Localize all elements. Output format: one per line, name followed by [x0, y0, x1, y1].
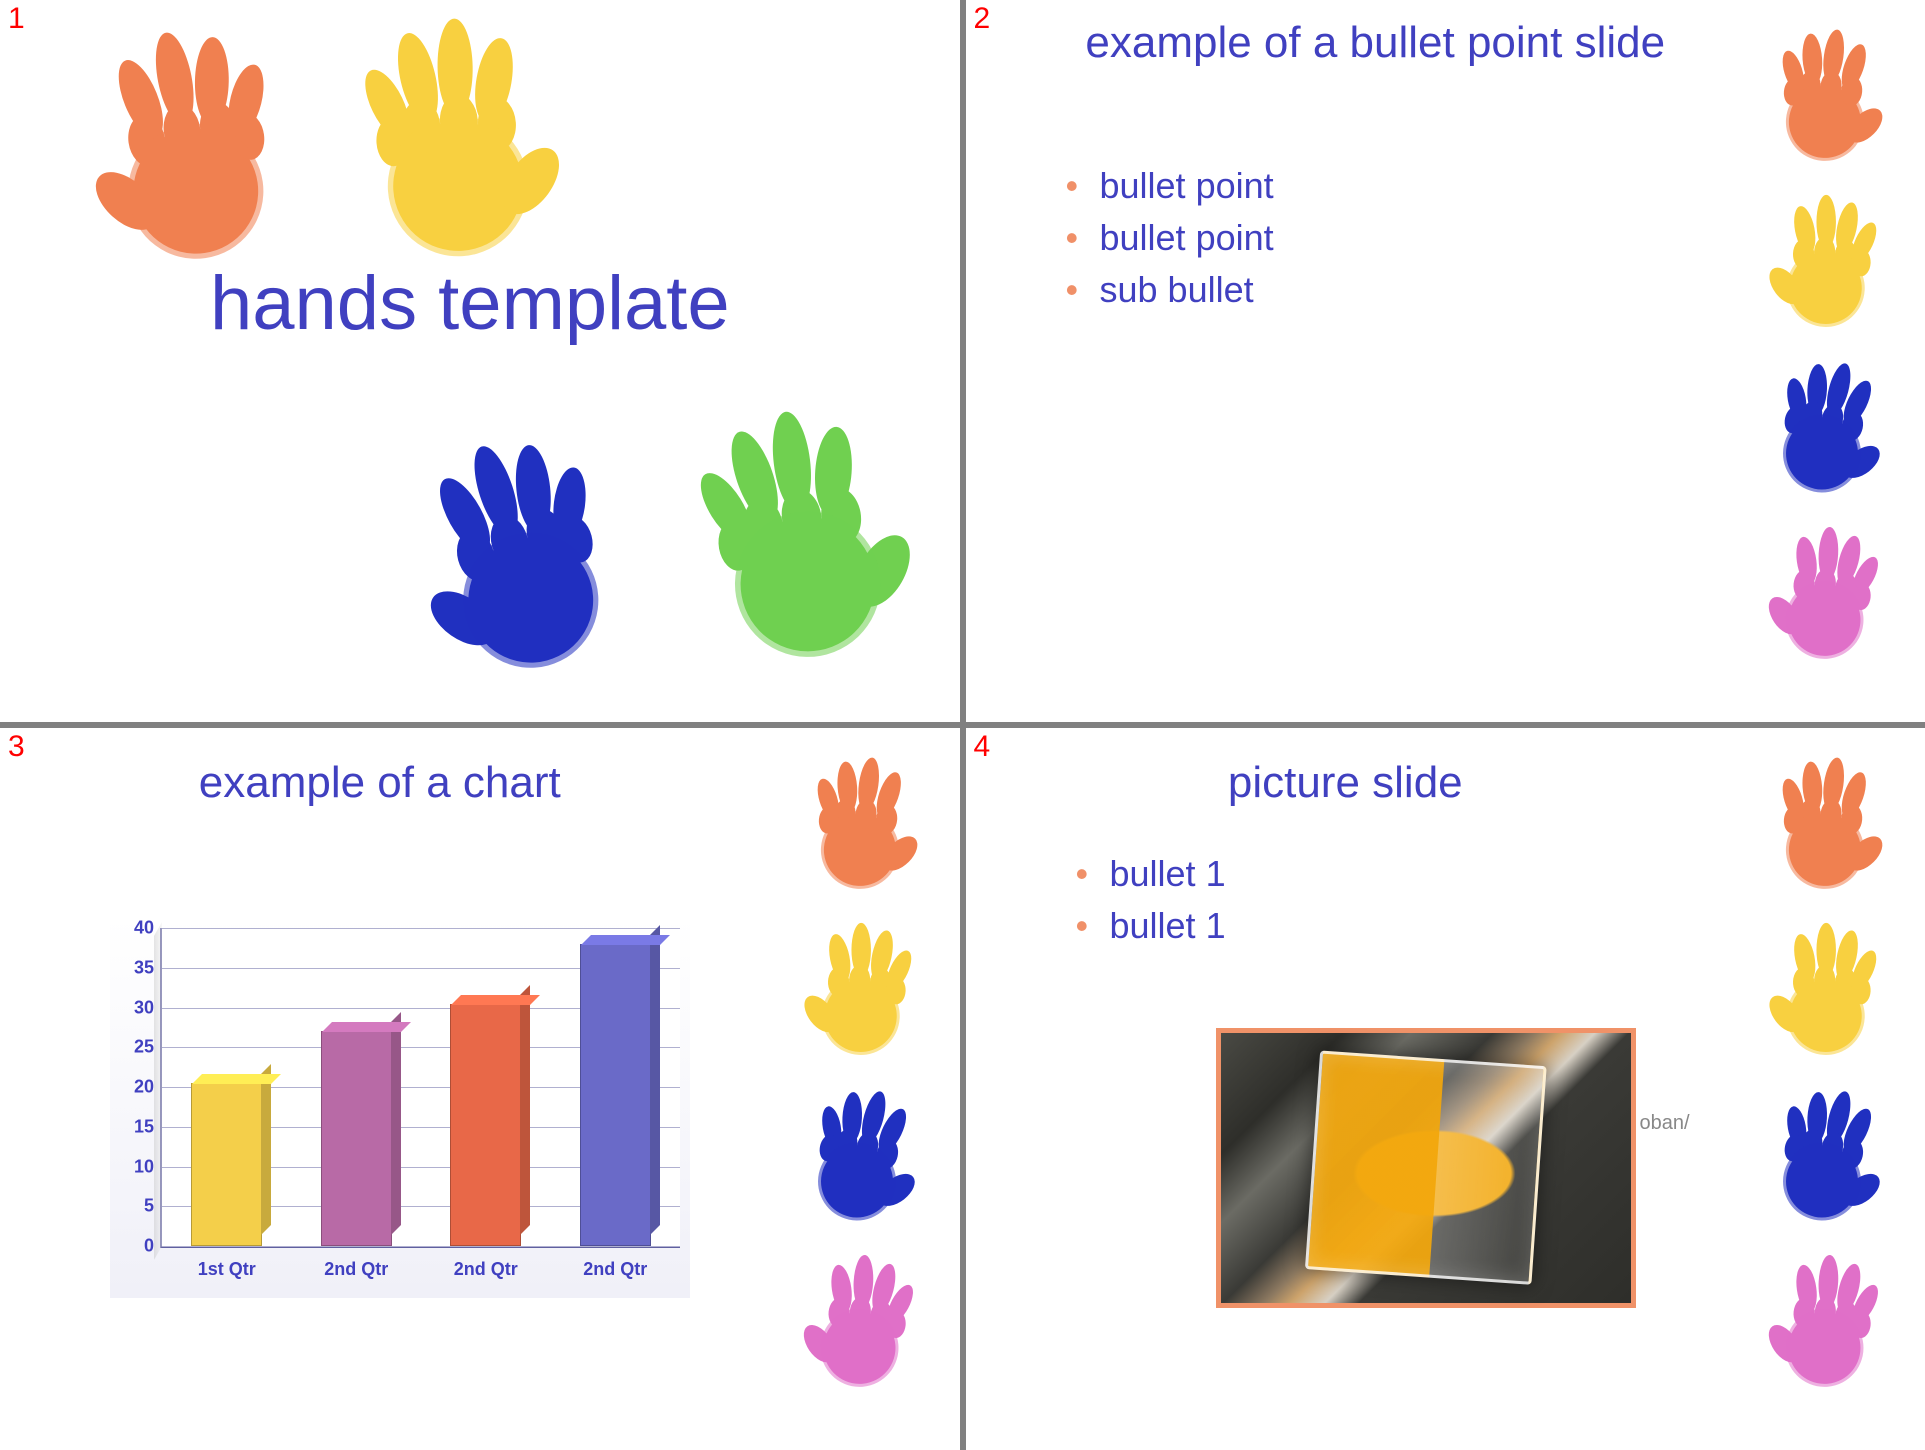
list-item: bullet point	[1066, 160, 1274, 212]
slide-number: 4	[974, 730, 991, 764]
slide-number: 1	[8, 2, 25, 36]
list-item: bullet 1	[1076, 848, 1226, 900]
sidebar-hands	[782, 746, 942, 1432]
slide-title: picture slide	[1026, 758, 1666, 808]
sidebar-hands	[1747, 18, 1907, 704]
slide-4: 4 picture slide bullet 1bullet 1 oban/	[966, 728, 1925, 1450]
chart-y-tick: 0	[122, 1236, 154, 1257]
chart-y-tick: 40	[122, 918, 154, 939]
chart-x-tick: 2nd Qtr	[551, 1259, 681, 1280]
handprint-icon	[1747, 350, 1907, 510]
slide-number: 3	[8, 730, 25, 764]
chart-y-tick: 35	[122, 957, 154, 978]
handprint-icon	[1747, 18, 1907, 178]
handprint-icon	[782, 912, 942, 1072]
slide-2: 2 example of a bullet point slide bullet…	[966, 0, 1925, 722]
chart-gridline	[162, 928, 680, 929]
chart-y-tick: 30	[122, 997, 154, 1018]
slide-3: 3 example of a chart 05101520253035401st…	[0, 728, 960, 1450]
handprint-icon	[782, 746, 942, 906]
bar-chart: 05101520253035401st Qtr2nd Qtr2nd Qtr2nd…	[110, 918, 690, 1298]
handprint-icon	[1747, 746, 1907, 906]
chart-bar	[450, 1004, 521, 1246]
handprint-icon	[1747, 1078, 1907, 1238]
picture-caption: oban/	[1640, 1112, 1690, 1135]
handprint-icon	[782, 1244, 942, 1404]
chart-x-tick: 2nd Qtr	[421, 1259, 551, 1280]
handprint-icon	[1747, 184, 1907, 344]
chart-y-tick: 25	[122, 1037, 154, 1058]
chart-x-tick: 1st Qtr	[162, 1259, 292, 1280]
glass-shape	[1304, 1051, 1546, 1286]
bullet-list: bullet pointbullet pointsub bullet	[1066, 160, 1274, 317]
slide-1: 1 hands template	[0, 0, 960, 722]
sidebar-hands	[1747, 746, 1907, 1432]
handprint-icon	[660, 400, 940, 680]
picture-placeholder	[1216, 1028, 1636, 1308]
handprint-icon	[782, 1078, 942, 1238]
slide-title: example of a bullet point slide	[1026, 18, 1726, 68]
list-item: bullet point	[1066, 212, 1274, 264]
chart-y-tick: 15	[122, 1116, 154, 1137]
list-item: sub bullet	[1066, 264, 1274, 316]
chart-bar	[321, 1031, 392, 1246]
handprint-icon	[1747, 516, 1907, 676]
handprint-icon	[1747, 912, 1907, 1072]
bullet-list: bullet 1bullet 1	[1076, 848, 1226, 952]
slide-grid: 1 hands template	[0, 0, 1925, 1450]
handprint-icon	[390, 430, 650, 690]
slide-title: example of a chart	[60, 758, 700, 808]
handprint-icon	[320, 8, 590, 278]
chart-x-tick: 2nd Qtr	[292, 1259, 422, 1280]
chart-bar	[580, 944, 651, 1246]
chart-y-tick: 10	[122, 1156, 154, 1177]
chart-y-tick: 20	[122, 1077, 154, 1098]
handprint-icon	[1747, 1244, 1907, 1404]
chart-bar	[191, 1083, 262, 1246]
chart-y-tick: 5	[122, 1196, 154, 1217]
slide-number: 2	[974, 2, 991, 36]
chart-plot-area: 05101520253035401st Qtr2nd Qtr2nd Qtr2nd…	[160, 928, 680, 1248]
list-item: bullet 1	[1076, 900, 1226, 952]
chart-gridline	[162, 1246, 680, 1247]
handprint-icon	[60, 20, 320, 280]
